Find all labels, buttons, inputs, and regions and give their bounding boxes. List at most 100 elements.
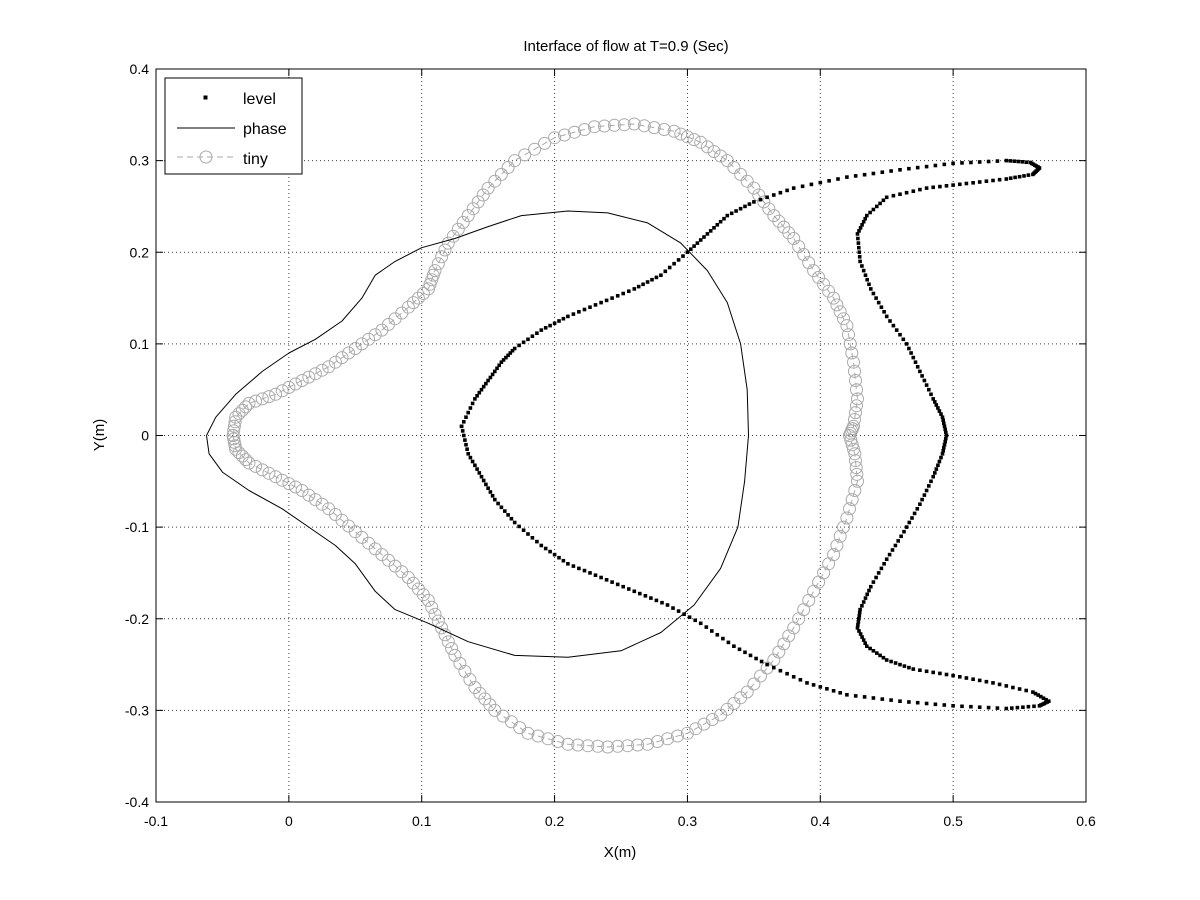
series-level-marker xyxy=(548,323,552,328)
series-tiny-marker xyxy=(782,629,796,643)
series-tiny-marker xyxy=(848,484,862,497)
series-level-marker xyxy=(924,669,929,674)
series-level-marker xyxy=(901,337,906,342)
legend-entry-phase: phase xyxy=(177,121,287,138)
series-tiny-marker xyxy=(607,118,621,132)
series-level-marker xyxy=(501,358,506,362)
series-level-marker xyxy=(504,355,508,360)
series-level-marker xyxy=(933,471,937,475)
series-tiny-marker xyxy=(468,681,482,694)
series-level-marker xyxy=(460,429,465,433)
series-tiny-marker xyxy=(714,708,728,722)
series-tiny-marker xyxy=(466,202,480,216)
series-level-marker xyxy=(1032,704,1036,709)
series-tiny-marker xyxy=(651,735,664,748)
series-level-marker xyxy=(860,635,864,639)
series-level-marker xyxy=(566,562,570,566)
series-level-marker xyxy=(891,193,896,198)
series-level-marker xyxy=(964,676,969,680)
series-tiny-marker xyxy=(837,312,850,326)
series-tiny-marker xyxy=(849,461,863,475)
series-level-marker xyxy=(577,310,581,314)
series-level-marker xyxy=(1026,173,1031,177)
series-tiny-marker xyxy=(342,346,356,360)
series-level-marker xyxy=(490,372,495,377)
series-level-marker xyxy=(857,255,862,259)
series-level-marker xyxy=(856,236,860,241)
series-level-marker xyxy=(929,479,933,484)
series-level-marker xyxy=(857,229,861,233)
series-tiny-marker xyxy=(787,232,801,245)
series-tiny-marker xyxy=(308,493,322,507)
series-level-marker xyxy=(539,543,544,548)
series-level-marker xyxy=(858,226,863,230)
series-level-marker xyxy=(931,670,935,675)
series-level-marker xyxy=(636,284,641,289)
plot-area: -0.1 0 0.1 0.2 0.3 0.4 0.5 0.6 -0.4 -0.3 -0.2 -0.1 0… xyxy=(125,61,1096,829)
series-level-marker xyxy=(571,564,576,568)
series-tiny-marker xyxy=(448,648,462,662)
series-level-marker xyxy=(865,644,869,648)
series-tiny-marker xyxy=(849,374,862,387)
series-level-marker xyxy=(1012,159,1017,163)
series-level-marker xyxy=(902,664,907,668)
series-tiny-marker xyxy=(627,117,641,131)
series-level-marker xyxy=(643,594,648,598)
series-level-marker xyxy=(938,671,942,676)
series-level-marker xyxy=(879,566,884,571)
series-level-marker xyxy=(868,210,872,215)
series-level-marker xyxy=(863,641,867,645)
series-level-marker xyxy=(809,182,814,187)
series-level-marker xyxy=(1037,704,1042,708)
series-level-marker xyxy=(1013,175,1017,180)
series-level-marker xyxy=(506,513,510,517)
series-level-marker xyxy=(627,587,631,591)
series-level-marker xyxy=(960,161,964,165)
series-tiny-marker xyxy=(621,739,635,753)
series-level-marker xyxy=(898,662,902,667)
series-level-marker xyxy=(772,193,776,197)
series-level-marker xyxy=(874,575,878,580)
series-level-marker xyxy=(910,516,914,520)
x-tick-label: 0.1 xyxy=(412,813,432,829)
series-level-marker xyxy=(638,591,642,596)
series-level-marker xyxy=(503,509,507,513)
y-axis-label: Y(m) xyxy=(91,419,108,452)
series-tiny-marker xyxy=(226,429,240,442)
series-level-marker xyxy=(593,303,598,307)
series-level-marker xyxy=(488,375,493,380)
series-tiny-marker xyxy=(689,722,703,736)
series-tiny-marker xyxy=(541,732,555,746)
series-level-marker xyxy=(510,348,515,353)
series-level-marker xyxy=(785,188,789,193)
series-tiny-marker xyxy=(802,593,816,607)
series-level-marker xyxy=(552,321,557,326)
series-level-marker xyxy=(929,392,933,397)
series-level-marker xyxy=(470,401,475,406)
series-level-marker xyxy=(857,617,861,621)
series-level-marker xyxy=(765,662,769,667)
series-tiny-marker xyxy=(837,520,850,534)
series-level-marker xyxy=(869,584,873,589)
series-level-marker xyxy=(894,328,899,332)
series-tiny-marker xyxy=(249,394,263,408)
series-tiny-marker xyxy=(227,419,241,433)
series-level-marker xyxy=(893,543,898,548)
series-level-marker xyxy=(593,573,598,577)
series-level-marker xyxy=(462,420,466,424)
series-tiny-marker xyxy=(617,118,631,132)
series-level-marker xyxy=(890,548,895,552)
x-tick-label: 0.4 xyxy=(811,813,831,829)
series-level-marker xyxy=(858,607,862,612)
series-level-marker xyxy=(811,683,816,687)
series-level-marker xyxy=(1031,690,1035,694)
series-level-marker xyxy=(561,558,566,563)
series-level-marker xyxy=(922,378,927,383)
series-level-marker xyxy=(904,342,909,346)
series-level-marker xyxy=(889,698,893,702)
series-level-marker xyxy=(858,259,862,264)
tick-layer: -0.1 0 0.1 0.2 0.3 0.4 0.5 0.6 -0.4 -0.3 -0.2 -0.1 0… xyxy=(125,61,1096,829)
series-level-marker xyxy=(861,219,866,224)
series-tiny-marker xyxy=(797,248,811,261)
series-level-marker xyxy=(708,229,713,233)
